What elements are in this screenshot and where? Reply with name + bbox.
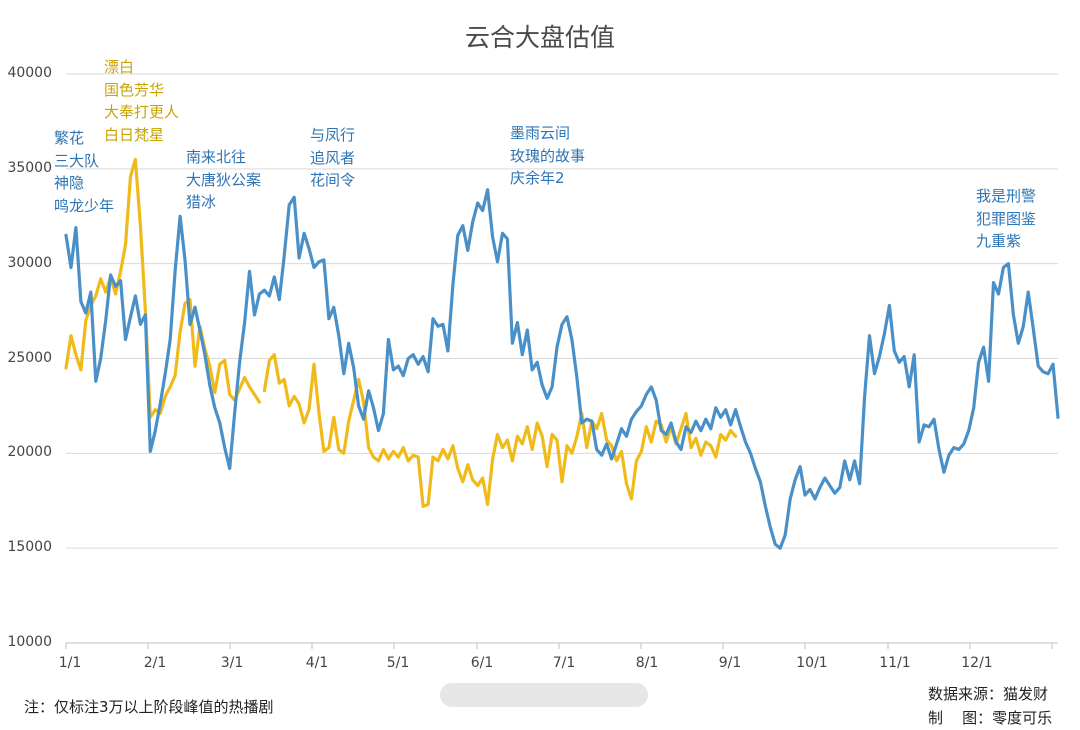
x-tick-label: 7/1 xyxy=(552,655,576,671)
annotation-february: 南来北往 大唐狄公案 猎冰 xyxy=(186,146,261,214)
y-tick-label: 10000 xyxy=(7,634,52,650)
annotation-line: 与凤行 xyxy=(310,126,356,144)
annotation-line: 九重紫 xyxy=(976,232,1022,250)
annotation-december: 我是刑警 犯罪图鉴 九重紫 xyxy=(976,185,1036,253)
annotation-june: 墨雨云间 玫瑰的故事 庆余年2 xyxy=(510,122,585,190)
yellow-series-line xyxy=(64,157,261,419)
annotation-line: 繁花 xyxy=(54,129,85,147)
x-tick-label: 4/1 xyxy=(305,655,329,671)
y-tick-label: 25000 xyxy=(7,350,52,366)
annotation-line: 国色芳华 xyxy=(104,80,165,99)
annotation-line: 鸣龙少年 xyxy=(54,196,115,215)
x-tick-label: 8/1 xyxy=(635,655,659,671)
annotation-line: 漂白 xyxy=(104,58,135,76)
annotation-line: 玫瑰的故事 xyxy=(510,146,586,165)
y-tick-label: 15000 xyxy=(7,539,52,555)
y-tick-label: 35000 xyxy=(7,160,52,176)
annotation-line: 墨雨云间 xyxy=(510,124,571,142)
yellow-series-line xyxy=(262,353,738,508)
x-tick-label: 10/1 xyxy=(796,655,828,671)
watermark-placeholder xyxy=(440,683,648,707)
annotation-line: 猎冰 xyxy=(186,193,217,211)
chart-title: 云合大盘估值 xyxy=(464,23,615,52)
x-tick-label: 11/1 xyxy=(879,655,911,671)
x-tick-label: 9/1 xyxy=(718,655,742,671)
x-tick-label: 6/1 xyxy=(470,655,494,671)
annotation-april: 与凤行 追风者 花间令 xyxy=(310,124,355,192)
source-line: 数据来源：猫发财 xyxy=(928,685,1049,703)
annotation-line: 大奉打更人 xyxy=(104,103,180,121)
series-lines xyxy=(64,157,1060,550)
annotation-line: 白日梵星 xyxy=(104,125,165,144)
x-tick-label: 5/1 xyxy=(386,655,410,671)
annotation-january-gold: 漂白 国色芳华 大奉打更人 白日梵星 xyxy=(104,56,179,146)
y-tick-label: 30000 xyxy=(7,255,52,271)
annotation-line: 追风者 xyxy=(310,148,356,167)
x-tick-label: 3/1 xyxy=(220,655,244,671)
annotation-line: 三大队 xyxy=(54,151,100,170)
annotation-january: 繁花 三大队 神隐 鸣龙少年 xyxy=(54,127,114,217)
x-tick-label: 1/1 xyxy=(58,655,82,671)
annotation-line: 南来北往 xyxy=(186,148,247,166)
x-tick-label: 2/1 xyxy=(143,655,167,671)
y-tick-label: 20000 xyxy=(7,444,52,460)
source-credit: 数据来源：猫发财制 图：零度可乐 xyxy=(928,682,1052,730)
annotation-line: 花间令 xyxy=(310,171,356,189)
x-axis-ticks xyxy=(65,643,1053,649)
annotation-line: 庆余年2 xyxy=(510,169,565,187)
footnote: 注：仅标注3万以上阶段峰值的热播剧 xyxy=(24,698,274,716)
annotation-line: 犯罪图鉴 xyxy=(976,209,1037,228)
x-tick-label: 12/1 xyxy=(961,655,993,671)
annotation-line: 大唐狄公案 xyxy=(186,170,262,189)
y-tick-label: 40000 xyxy=(7,65,52,81)
annotation-line: 我是刑警 xyxy=(976,187,1037,205)
annotation-line: 神隐 xyxy=(54,174,85,192)
source-line: 制 图：零度可乐 xyxy=(928,709,1053,727)
blue-series-line xyxy=(64,188,1060,550)
